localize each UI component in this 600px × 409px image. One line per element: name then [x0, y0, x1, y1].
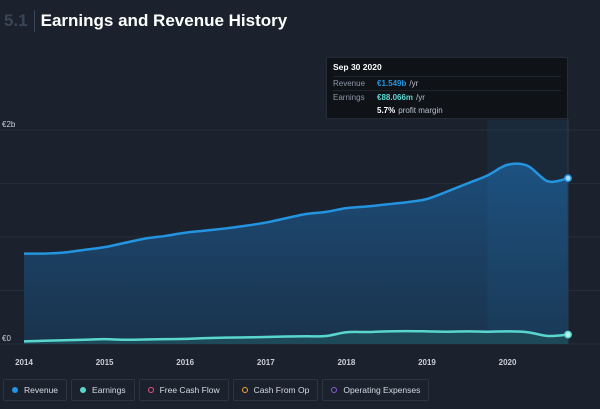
legend-free-cash-flow-label: Free Cash Flow — [159, 385, 220, 395]
earnings-line — [23, 329, 569, 343]
data-tooltip: Sep 30 2020 Revenue €1.549b /yr Earnings… — [326, 57, 568, 119]
legend-operating-expenses-label: Operating Expenses — [343, 385, 421, 395]
tooltip-earnings-value: €88.066m — [377, 93, 414, 102]
legend-cash-from-op-dot-icon — [241, 387, 248, 393]
x-tick-label-2015: 2015 — [96, 358, 114, 367]
legend-cash-from-op[interactable]: Cash From Op — [232, 379, 319, 401]
legend-earnings-label: Earnings — [92, 385, 126, 395]
legend-free-cash-flow-dot-icon — [147, 387, 154, 393]
highlight-region — [487, 120, 568, 344]
x-tick-label-2020: 2020 — [499, 358, 517, 367]
legend-cash-from-op-label: Cash From Op — [253, 385, 310, 395]
revenue-line — [23, 162, 569, 255]
x-tick-label-2018: 2018 — [337, 358, 355, 367]
tooltip-revenue-label: Revenue — [333, 79, 366, 88]
tooltip-revenue-unit: /yr — [409, 79, 419, 88]
tooltip-earnings-row: Earnings €88.066m /yr — [333, 90, 561, 104]
tooltip-date: Sep 30 2020 — [333, 62, 382, 72]
tooltip-earnings-label: Earnings — [333, 93, 365, 102]
legend-earnings-dot-icon — [80, 387, 87, 393]
tooltip-revenue-row: Revenue €1.549b /yr — [333, 76, 561, 90]
tooltip-revenue-value: €1.549b — [377, 79, 407, 88]
legend-operating-expenses-dot-icon — [331, 387, 338, 393]
legend-earnings[interactable]: Earnings — [71, 379, 135, 401]
x-tick-label-2016: 2016 — [176, 358, 194, 367]
chart-header: 5.1 Earnings and Revenue History — [4, 6, 287, 36]
legend-revenue-label: Revenue — [24, 385, 59, 395]
tooltip-margin-value: 5.7% — [377, 106, 396, 115]
revenue-area — [24, 163, 568, 344]
tooltip-earnings-unit: /yr — [416, 93, 425, 102]
chart-title: Earnings and Revenue History — [40, 11, 288, 30]
legend-revenue-dot-icon — [12, 387, 18, 393]
chart-legend: Revenue Earnings Free Cash Flow Cash Fro… — [0, 379, 430, 403]
x-tick-label-2014: 2014 — [15, 358, 33, 367]
y-tick-label-0: €0 — [2, 334, 11, 343]
x-tick-label-2017: 2017 — [257, 358, 275, 367]
legend-free-cash-flow[interactable]: Free Cash Flow — [138, 379, 229, 401]
legend-revenue[interactable]: Revenue — [3, 379, 68, 401]
x-tick-label-2019: 2019 — [418, 358, 436, 367]
section-number: 5.1 — [4, 10, 35, 32]
tooltip-margin-label: profit margin — [398, 106, 443, 115]
legend-operating-expenses[interactable]: Operating Expenses — [322, 379, 430, 401]
earnings-point — [564, 330, 572, 339]
y-tick-label-1: €2b — [2, 120, 16, 129]
tooltip-margin-row: 5.7% profit margin — [333, 104, 561, 117]
revenue-point — [564, 174, 572, 183]
